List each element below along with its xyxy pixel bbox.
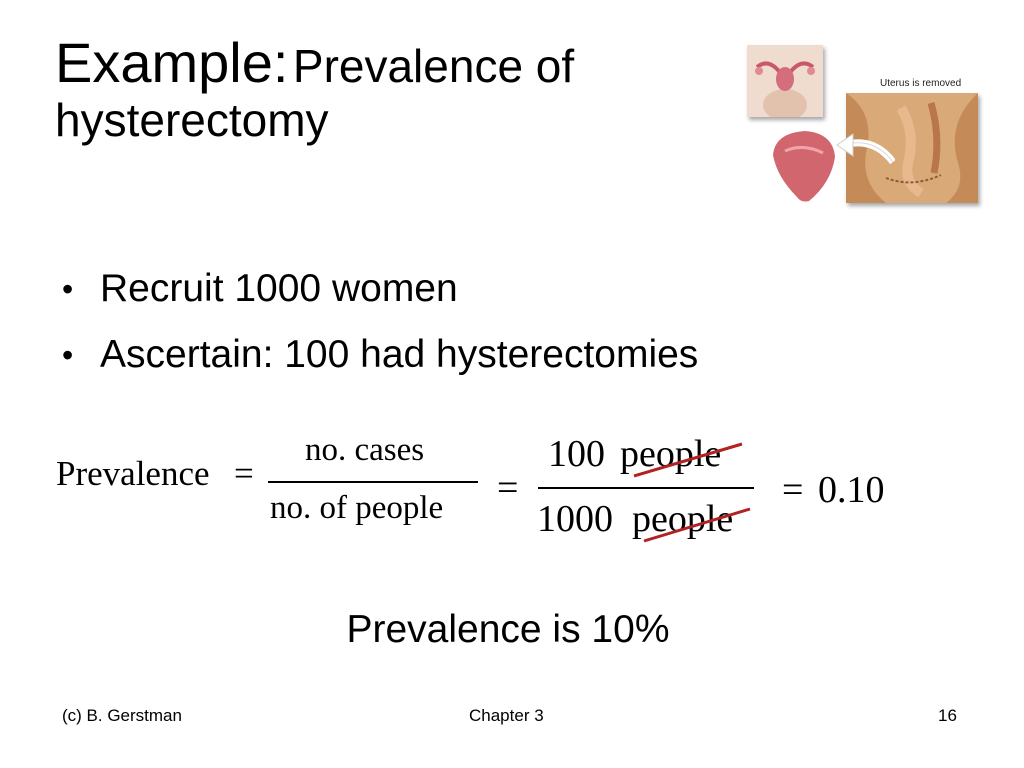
title-lead: Example: — [55, 31, 289, 94]
bullet-text: Ascertain: 100 had hysterectomies — [100, 333, 699, 376]
formula-lhs: Prevalence — [56, 454, 210, 493]
equals-sign: = — [782, 469, 804, 511]
bullet-marker: • — [62, 270, 74, 307]
conclusion-text: Prevalence is 10% — [346, 608, 670, 651]
fraction2-denominator-value: 1000 — [537, 498, 613, 540]
fraction1-bar — [268, 481, 478, 483]
footer-copyright: (c) B. Gerstman — [62, 706, 182, 725]
uterus-icon — [747, 45, 823, 121]
surgery-view-icon — [846, 93, 978, 203]
formula-result: 0.10 — [818, 469, 885, 511]
fraction2-denominator-unit: people — [632, 498, 734, 540]
title-rest: Prevalence of — [292, 40, 575, 92]
fraction2-numerator-value: 100 — [548, 433, 605, 475]
slide-title: Example: Prevalence of hysterectomy — [55, 31, 735, 146]
bullet-list: • Recruit 1000 women • Ascertain: 100 ha… — [62, 256, 698, 388]
surgery-view-image — [846, 93, 978, 203]
footer-chapter: Chapter 3 — [469, 706, 544, 725]
bullet-text: Recruit 1000 women — [100, 267, 458, 310]
bullet-item: • Ascertain: 100 had hysterectomies — [62, 322, 698, 388]
illustration-caption: Uterus is removed — [880, 78, 962, 89]
uterus-thumbnail — [747, 45, 823, 121]
equals-sign: = — [497, 467, 519, 509]
fraction2-numerator-unit: people — [620, 433, 722, 475]
hysterectomy-illustration: Uterus is removed — [740, 40, 990, 210]
bullet-item: • Recruit 1000 women — [62, 256, 698, 322]
removed-uterus-icon — [773, 131, 835, 202]
fraction1-denominator: no. of people — [270, 490, 444, 526]
fraction1-numerator: no. cases — [305, 432, 425, 468]
fraction2-bar — [538, 487, 754, 489]
footer-page-number: 16 — [938, 706, 957, 725]
bullet-marker: • — [62, 336, 74, 373]
title-line2: hysterectomy — [55, 93, 329, 146]
equals-sign: = — [234, 454, 254, 493]
